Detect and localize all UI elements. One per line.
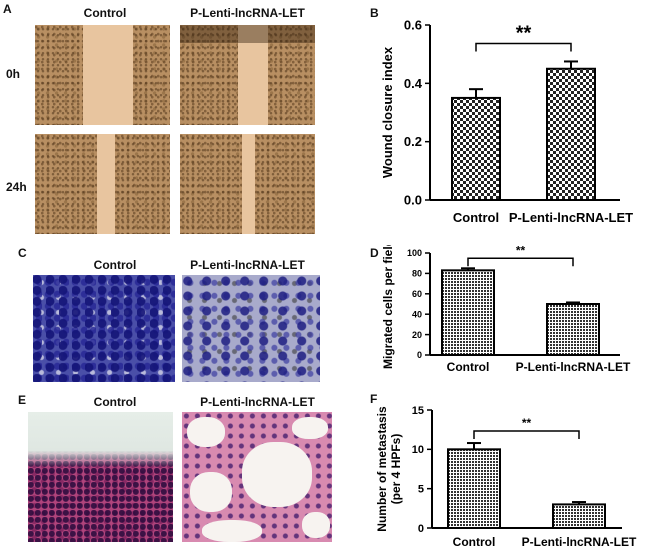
significance-marker: ** bbox=[516, 245, 526, 257]
bar bbox=[552, 503, 606, 530]
x-category-label: Control bbox=[453, 535, 496, 549]
y-tick-label: 0.0 bbox=[404, 193, 422, 208]
significance-bracket bbox=[473, 430, 580, 440]
y-tick-label: 60 bbox=[412, 289, 422, 299]
significance-bracket bbox=[475, 42, 572, 52]
panel-a-row-label-24h: 24h bbox=[6, 180, 27, 194]
chart-metastasis: 0 5 10 15 Number of metastasis (per 4 HPFs) Co… bbox=[375, 405, 637, 549]
y-tick-label: 10 bbox=[412, 444, 424, 456]
y-tick-label: 20 bbox=[412, 330, 422, 340]
y-axis-label: (per 4 HPFs) bbox=[389, 434, 403, 505]
wound-image-treatment-0h bbox=[180, 25, 315, 125]
panel-c-col-label-treatment: P-Lenti-lncRNA-LET bbox=[190, 258, 305, 272]
panel-label-a: A bbox=[3, 2, 12, 16]
y-tick-label: 0.2 bbox=[404, 134, 422, 149]
bar bbox=[441, 269, 495, 357]
panel-a-col-label-control: Control bbox=[83, 6, 127, 20]
panel-label-f: F bbox=[370, 392, 378, 406]
y-axis-label: Wound closure index bbox=[380, 46, 395, 178]
transwell-image-control bbox=[33, 275, 175, 382]
significance-marker: ** bbox=[516, 22, 532, 44]
bar bbox=[447, 448, 501, 529]
x-category-label: Control bbox=[453, 210, 499, 225]
x-category-label: P-Lenti-lncRNA-LET bbox=[516, 360, 631, 374]
x-category-label: P-Lenti-lncRNA-LET bbox=[522, 535, 637, 549]
y-tick-label: 40 bbox=[412, 309, 422, 319]
chart-wound-closure: 0.0 0.2 0.4 0.6 Wound closure index Control P-… bbox=[380, 18, 633, 225]
histology-image-treatment bbox=[182, 412, 332, 542]
y-tick-label: 100 bbox=[407, 248, 422, 258]
panel-label-d: D bbox=[370, 246, 379, 260]
chart-migrated-cells: 0 20 40 60 80 100 Migrated cells per field Cont… bbox=[381, 245, 631, 374]
y-tick-label: 15 bbox=[412, 405, 424, 417]
transwell-image-treatment bbox=[182, 275, 320, 382]
bar bbox=[451, 96, 501, 201]
panel-label-b: B bbox=[370, 6, 379, 20]
bar bbox=[546, 67, 596, 201]
y-axis-label: Number of metastasis bbox=[375, 406, 389, 532]
histology-image-control bbox=[28, 412, 173, 542]
wound-image-treatment-24h bbox=[180, 134, 315, 234]
y-tick-label: 0.6 bbox=[404, 18, 422, 33]
panel-e-col-label-control: Control bbox=[93, 395, 137, 409]
bar bbox=[546, 303, 600, 356]
wound-image-control-24h bbox=[35, 134, 170, 234]
panel-a-col-label-treatment: P-Lenti-lncRNA-LET bbox=[190, 6, 305, 20]
x-category-label: P-Lenti-lncRNA-LET bbox=[509, 210, 633, 225]
y-tick-label: 80 bbox=[412, 269, 422, 279]
significance-bracket bbox=[467, 257, 574, 267]
significance-marker: ** bbox=[522, 416, 532, 430]
y-tick-label: 0 bbox=[417, 350, 422, 360]
panel-c-col-label-control: Control bbox=[93, 258, 137, 272]
y-tick-label: 0.4 bbox=[404, 76, 423, 91]
panel-label-e: E bbox=[18, 393, 27, 407]
y-tick-label: 5 bbox=[418, 484, 424, 496]
panel-e-col-label-treatment: P-Lenti-lncRNA-LET bbox=[200, 395, 315, 409]
x-category-label: Control bbox=[447, 360, 490, 374]
wound-image-control-0h bbox=[35, 25, 170, 125]
y-axis-label: Migrated cells per field bbox=[381, 245, 395, 369]
panel-a-row-label-0h: 0h bbox=[6, 67, 21, 81]
y-tick-label: 0 bbox=[418, 523, 424, 535]
panel-label-c: C bbox=[18, 246, 27, 260]
